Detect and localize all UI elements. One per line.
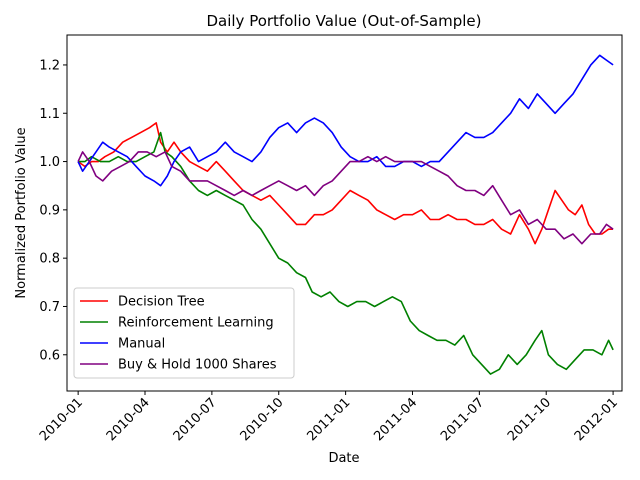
y-tick-label: 0.8: [39, 252, 60, 267]
chart-title: Daily Portfolio Value (Out-of-Sample): [206, 12, 481, 30]
y-tick-label: 1.0: [39, 155, 60, 170]
series-line-3: [77, 151, 614, 245]
plot-frame: [66, 34, 623, 392]
series-line-0: [77, 122, 614, 245]
y-tick-label: 0.6: [39, 348, 60, 363]
x-axis-title: Date: [328, 451, 359, 466]
y-axis-title: Normalized Portfolio Value: [14, 127, 29, 298]
y-tick-label: 1.1: [39, 107, 60, 122]
y-tick-label: 0.9: [39, 203, 60, 218]
legend-label-3: Buy & Hold 1000 Shares: [118, 358, 277, 373]
series-line-1: [78, 131, 614, 375]
series-line-2: [77, 54, 614, 187]
legend-label-2: Manual: [118, 337, 165, 352]
legend-label-0: Decision Tree: [118, 295, 205, 310]
legend: Decision Tree Reinforcement Learning Manua…: [73, 287, 295, 379]
y-axis: 0.6 0.7 0.8 0.9 1.0 1.1 1.2: [39, 58, 67, 363]
y-tick-label: 1.2: [39, 58, 60, 73]
legend-label-1: Reinforcement Learning: [118, 316, 274, 331]
plot-lines: [77, 54, 614, 375]
y-tick-label: 0.7: [39, 300, 60, 315]
legend-box: [73, 287, 295, 379]
